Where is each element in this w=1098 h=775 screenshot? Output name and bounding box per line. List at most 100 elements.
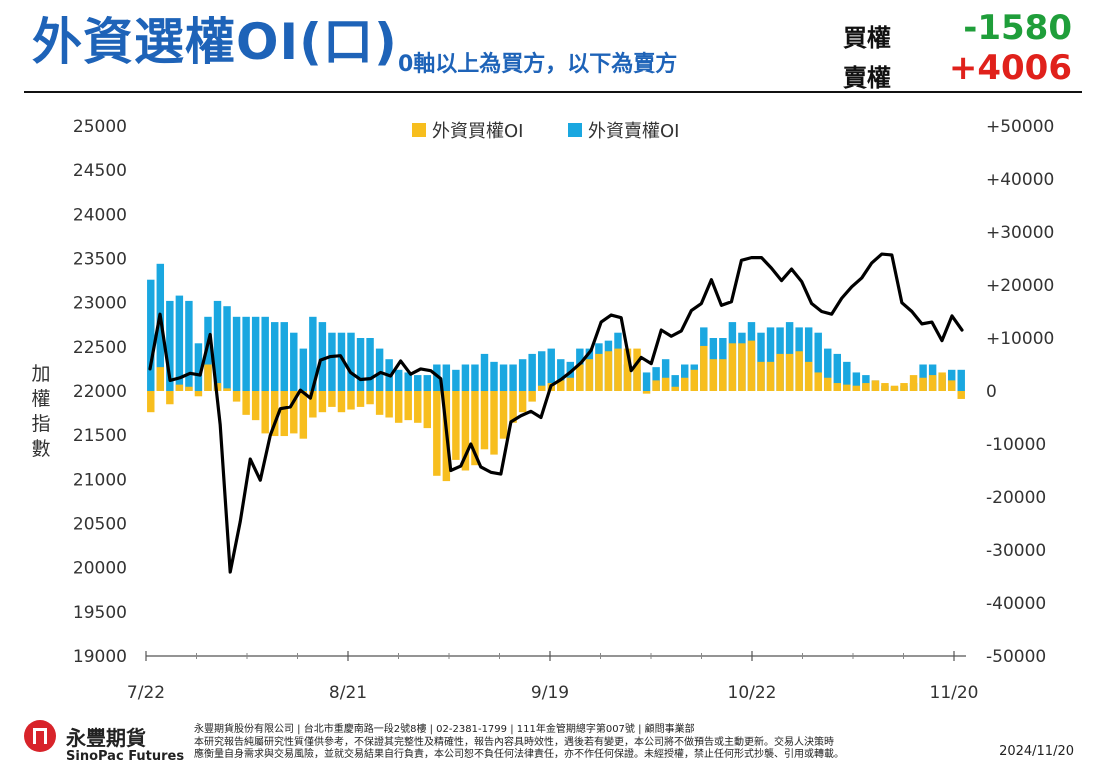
call-oi-bar <box>461 391 470 471</box>
call-oi-bar <box>719 359 727 391</box>
put-oi-bar <box>147 279 155 391</box>
call-oi-bar <box>499 391 508 439</box>
put-oi-bar <box>804 327 813 391</box>
call-oi-bar <box>356 391 365 407</box>
call-oi-bar <box>518 391 527 413</box>
call-oi-bar <box>595 353 603 391</box>
put-oi-bar <box>194 343 203 391</box>
call-oi-bar <box>947 380 956 391</box>
call-oi-bar <box>261 391 269 434</box>
right-tick-label: +40000 <box>986 170 1054 190</box>
call-oi-bar <box>766 361 775 391</box>
call-oi-bar <box>909 375 918 391</box>
put-oi-bar <box>223 306 231 391</box>
call-oi-bar <box>452 391 460 460</box>
right-tick-label: -10000 <box>986 435 1046 455</box>
index-line-group <box>148 252 964 574</box>
call-oi-bar <box>728 343 737 391</box>
bars-group <box>147 263 965 482</box>
call-oi-bar <box>166 391 174 405</box>
call-oi-bar <box>185 386 193 391</box>
left-tick-label: 23500 <box>73 250 127 270</box>
call-oi-bar <box>414 391 422 423</box>
call-summary-value: -1580 <box>963 8 1072 48</box>
put-summary-label: 賣權 <box>843 64 891 92</box>
call-oi-bar <box>871 380 880 391</box>
call-oi-bar <box>156 367 165 391</box>
call-oi-bar <box>938 372 946 391</box>
left-tick-label: 24000 <box>73 205 127 225</box>
put-oi-bar <box>509 364 517 391</box>
call-oi-bar <box>881 383 889 391</box>
call-oi-bar <box>661 377 670 391</box>
right-tick-label: -20000 <box>986 488 1046 508</box>
call-oi-bar <box>223 388 231 391</box>
company-name-cn: 永豐期貨 <box>66 726 146 750</box>
call-oi-bar <box>366 391 374 405</box>
axes-group: 7/22 8/21 9/19 10/22 11/20 19000 19500 20000 205… <box>73 117 1054 703</box>
put-oi-bar <box>309 316 317 391</box>
x-tick-label: 10/22 <box>728 683 777 703</box>
call-oi-bar <box>776 353 784 391</box>
legend-label: 外資買權OI <box>432 121 523 142</box>
put-oi-bar <box>490 361 498 391</box>
call-oi-bar <box>394 391 403 423</box>
put-oi-bar <box>414 375 422 391</box>
call-oi-bar <box>633 348 641 391</box>
call-oi-bar <box>537 385 546 391</box>
page-subtitle: 0軸以上為買方，以下為賣方 <box>398 52 678 77</box>
put-summary-value: +4006 <box>948 48 1072 88</box>
left-tick-label: 22000 <box>73 382 127 402</box>
put-oi-bar <box>299 348 308 391</box>
call-oi-bar <box>299 391 308 439</box>
put-oi-bar <box>204 316 212 391</box>
call-oi-bar <box>232 391 241 402</box>
put-oi-bar <box>528 353 536 391</box>
call-oi-bar <box>843 384 851 391</box>
left-tick-label: 19000 <box>73 647 127 667</box>
put-oi-bar <box>566 361 575 391</box>
disclaimer-line-2: 本研究報告純屬研究性質僅供參考，不保證其完整性及精確性，報告內容具時效性，遇後若… <box>194 736 834 748</box>
put-oi-bar <box>957 369 965 391</box>
call-oi-bar <box>375 391 384 415</box>
call-oi-bar <box>795 351 803 391</box>
put-oi-bar <box>814 332 822 391</box>
x-tick-label: 8/21 <box>329 683 367 703</box>
call-oi-bar <box>671 386 679 391</box>
put-oi-bar <box>232 316 241 391</box>
call-oi-bar <box>490 391 498 455</box>
put-oi-bar <box>271 322 279 391</box>
put-oi-bar <box>852 372 861 391</box>
left-tick-label: 23000 <box>73 294 127 314</box>
call-oi-bar <box>194 391 203 397</box>
legend: 外資買權OI 外資賣權OI <box>412 121 679 142</box>
call-oi-bar <box>318 391 327 413</box>
call-oi-bar <box>833 383 841 391</box>
call-oi-bar <box>824 377 832 391</box>
title-divider <box>24 91 1082 93</box>
company-name-en: SinoPac Futures <box>66 749 185 764</box>
call-oi-bar <box>604 351 613 391</box>
put-oi-bar <box>185 300 193 391</box>
right-tick-label: -30000 <box>986 541 1046 561</box>
left-tick-label: 20000 <box>73 559 127 579</box>
put-oi-bar <box>652 367 660 391</box>
put-oi-bar <box>442 364 451 391</box>
put-oi-bar <box>642 372 651 391</box>
put-oi-bar <box>328 332 336 391</box>
call-oi-bar <box>433 391 441 476</box>
sinopac-logo-icon <box>24 720 56 752</box>
put-oi-bar <box>356 338 365 391</box>
call-oi-bar <box>900 383 908 391</box>
right-tick-label: +50000 <box>986 117 1054 137</box>
call-oi-bar <box>700 345 708 391</box>
put-oi-bar <box>251 316 260 391</box>
put-oi-bar <box>261 316 269 391</box>
put-oi-bar <box>843 361 851 391</box>
call-oi-bar <box>204 364 212 391</box>
put-oi-bar <box>347 332 355 391</box>
call-oi-bar <box>585 359 594 391</box>
call-oi-bar <box>528 391 536 402</box>
put-oi-bar <box>404 372 412 391</box>
call-oi-bar <box>423 391 431 429</box>
